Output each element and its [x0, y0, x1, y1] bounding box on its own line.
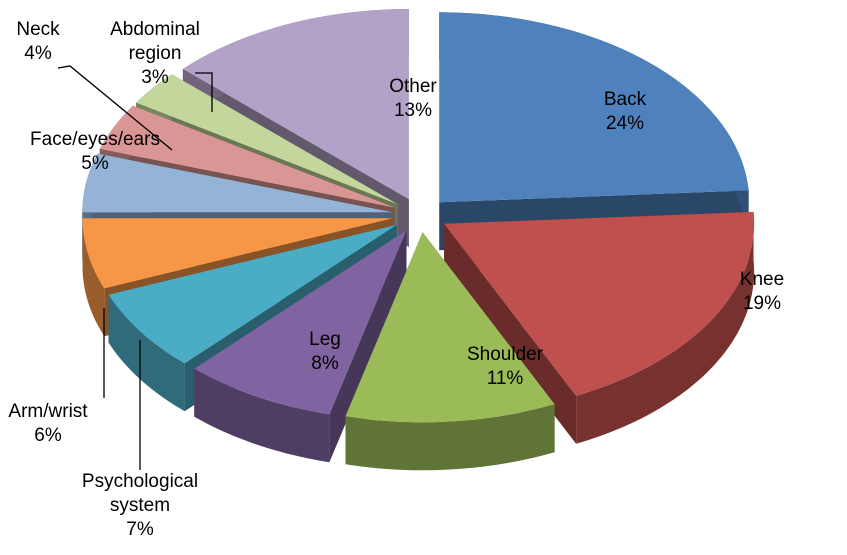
slice-label: Other 13%: [333, 75, 493, 123]
slice-label: Back 24%: [545, 88, 705, 136]
leader-line: [195, 72, 213, 112]
slice-label: Arm/wrist 6%: [0, 400, 128, 448]
slice: [136, 74, 398, 205]
slice: [444, 211, 755, 396]
slice: [345, 232, 555, 423]
category-label: Leg: [309, 329, 341, 350]
slice-label: Shoulder 11%: [425, 343, 585, 391]
slice-label: Psychological system 7%: [60, 470, 220, 542]
value-label: 11%: [486, 368, 524, 389]
slice-label: Leg 8%: [245, 328, 405, 376]
value-label: 19%: [742, 293, 782, 314]
slice-label: Abdominal region 3%: [100, 18, 210, 90]
value-label: 24%: [605, 113, 645, 134]
slice: [194, 230, 407, 415]
value-label: 6%: [34, 425, 62, 446]
category-label: Other: [389, 76, 437, 97]
slice-wall: [108, 294, 185, 412]
slice: [439, 12, 749, 203]
category-label: Face/eyes/ears: [30, 129, 160, 150]
slice-label: Face/eyes/ears 5%: [15, 128, 175, 176]
slice-wall: [345, 404, 555, 471]
value-label: 7%: [126, 519, 154, 540]
category-label: Knee: [739, 269, 785, 290]
slice-wall: [82, 218, 105, 337]
slice-wall: [576, 211, 755, 444]
slice: [82, 153, 393, 213]
leader-line: [57, 65, 173, 151]
slice: [182, 9, 409, 200]
category-label: Neck: [16, 19, 60, 40]
value-label: 13%: [393, 100, 433, 121]
slice-side: [444, 223, 577, 444]
value-label: 4%: [24, 43, 52, 64]
category-label: Arm/wrist: [8, 401, 88, 422]
slice-label: Knee 19%: [682, 268, 842, 316]
value-label: 8%: [311, 353, 339, 374]
category-label: Back: [603, 89, 647, 110]
category-label: Psychological system: [81, 471, 199, 516]
category-label: Abdominal region: [110, 19, 200, 64]
slice-label: Neck 4%: [0, 18, 118, 66]
value-label: 5%: [81, 153, 109, 174]
slice: [108, 224, 397, 364]
category-label: Shoulder: [466, 344, 544, 365]
slice-wall: [194, 368, 330, 463]
slice: [99, 105, 395, 208]
slice: [82, 218, 393, 289]
value-label: 3%: [141, 67, 169, 88]
